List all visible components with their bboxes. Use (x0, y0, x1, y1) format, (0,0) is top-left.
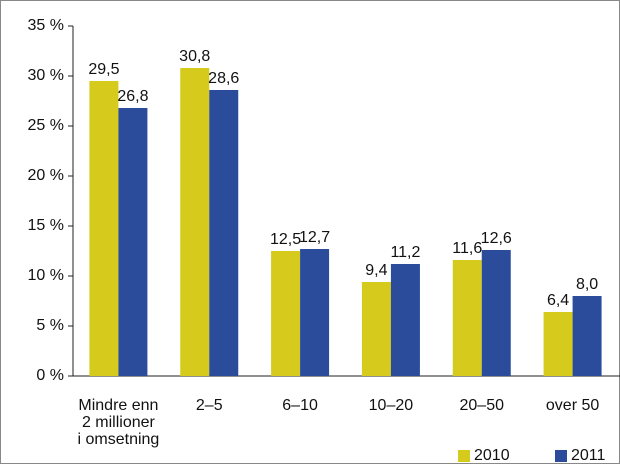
bar (300, 249, 330, 376)
bar (390, 264, 420, 376)
y-tick-label: 10 % (28, 267, 64, 284)
y-tick-label: 20 % (28, 167, 64, 184)
data-label: 28,6 (208, 70, 239, 87)
x-tick-label: i omsetning (78, 431, 160, 448)
y-tick-label: 25 % (28, 117, 64, 134)
data-label: 8,0 (576, 276, 598, 293)
legend-label: 2010 (474, 447, 510, 464)
bar (543, 312, 573, 376)
x-tick-label: 20–50 (460, 397, 505, 414)
data-label: 30,8 (179, 48, 210, 65)
bar (572, 296, 602, 376)
x-tick-label: 6–10 (282, 397, 318, 414)
data-label: 11,6 (452, 240, 482, 257)
bar (180, 68, 210, 376)
x-tick-label: 2 millioner (82, 414, 156, 431)
data-label: 12,5 (270, 231, 301, 248)
data-label: 12,7 (299, 229, 330, 246)
bar (481, 250, 511, 376)
legend-label: 2011 (571, 447, 606, 464)
y-tick-label: 30 % (28, 67, 64, 84)
data-label: 29,5 (88, 61, 119, 78)
data-label: 11,2 (390, 244, 420, 261)
x-tick-label: Mindre enn (78, 397, 158, 414)
bar (209, 90, 239, 376)
y-tick-label: 0 % (36, 367, 64, 384)
legend-swatch (555, 450, 567, 462)
y-tick-label: 5 % (36, 317, 64, 334)
bar (452, 260, 482, 376)
data-label: 6,4 (547, 292, 569, 309)
bar (118, 108, 148, 376)
y-tick-label: 15 % (28, 217, 64, 234)
bar (271, 251, 301, 376)
x-tick-label: over 50 (546, 397, 599, 414)
bar (89, 81, 119, 376)
bar (361, 282, 391, 376)
y-tick-label: 35 % (28, 17, 64, 34)
x-tick-label: 2–5 (196, 397, 223, 414)
data-label: 26,8 (117, 88, 148, 105)
data-label: 9,4 (365, 262, 387, 279)
x-tick-label: 10–20 (369, 397, 414, 414)
data-label: 12,6 (481, 230, 512, 247)
legend-swatch (458, 450, 470, 462)
